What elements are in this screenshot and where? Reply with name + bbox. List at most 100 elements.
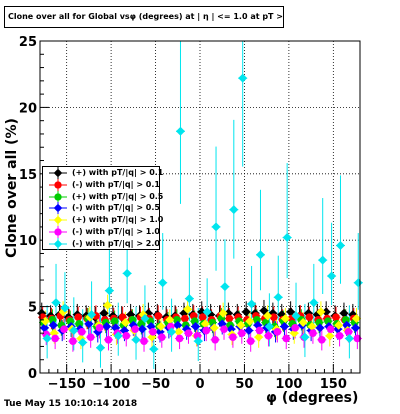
data-point (220, 325, 228, 334)
data-point (184, 294, 194, 304)
data-point (305, 313, 314, 322)
legend-entry: (-) with pT/|q| > 0.5 (43, 202, 160, 215)
data-point (229, 205, 239, 215)
legend-marker-shape (53, 204, 63, 213)
data-point (40, 316, 50, 326)
data-point (157, 333, 166, 341)
data-point (191, 322, 201, 332)
data-point (51, 334, 59, 343)
data-point (167, 327, 177, 337)
data-point (42, 333, 52, 343)
data-point (51, 298, 61, 308)
legend: (+) with pT/|q| > 0.1 (-) with pT/|q| > 0… (42, 166, 164, 250)
data-point (181, 314, 189, 323)
y-tick-label: 10 (19, 234, 37, 249)
data-point (175, 126, 185, 136)
data-point (137, 324, 147, 334)
data-point (317, 335, 326, 344)
data-point (269, 313, 278, 322)
legend-label: (+) with pT/|q| > 1.0 (72, 215, 164, 225)
legend-label: (-) with pT/|q| > 0.1 (72, 179, 160, 189)
data-point (122, 268, 132, 278)
data-point (131, 325, 139, 334)
data-point (332, 313, 340, 322)
data-point (353, 334, 362, 343)
data-point (263, 311, 273, 321)
data-point (339, 308, 349, 318)
legend-marker (49, 167, 67, 179)
data-point (316, 307, 326, 317)
data-point (202, 326, 211, 335)
legend-marker (49, 237, 67, 250)
data-point (60, 325, 68, 334)
data-point (87, 310, 97, 320)
data-markers (37, 73, 363, 354)
legend-marker (49, 225, 67, 238)
data-point (156, 322, 166, 332)
data-point (173, 320, 183, 330)
data-point (298, 318, 308, 328)
y-tick-label: 20 (19, 101, 37, 116)
data-point (69, 337, 77, 345)
data-point (309, 298, 319, 308)
data-point (95, 343, 105, 353)
data-point (315, 323, 325, 333)
legend-label: (-) with pT/|q| > 2.0 (72, 238, 160, 248)
data-point (104, 286, 114, 296)
data-point (174, 327, 184, 337)
data-point (84, 319, 94, 329)
data-point (280, 314, 290, 324)
data-point (237, 329, 246, 337)
data-point (102, 322, 112, 332)
data-point (309, 329, 317, 337)
data-point (220, 282, 230, 292)
data-point (279, 322, 289, 332)
data-point (140, 314, 150, 324)
data-point (300, 332, 310, 342)
y-tick-label: 15 (19, 168, 37, 183)
data-point (344, 328, 353, 336)
data-point (184, 329, 193, 337)
data-point (211, 222, 221, 232)
chart-title: Clone over all for Global vsφ (degrees) … (4, 6, 284, 28)
legend-marker-shape (54, 192, 62, 201)
data-point (211, 335, 219, 344)
x-tick-label: 150 (320, 377, 347, 392)
legend-entry: (+) with pT/|q| > 0.5 (43, 190, 163, 203)
data-point (131, 335, 141, 345)
data-point (104, 335, 113, 344)
y-tick-label: 25 (19, 35, 37, 50)
x-tick-label: 100 (275, 377, 302, 392)
data-point (120, 318, 130, 328)
x-tick-labels: −150 −100 −50 0 50 100 150 (48, 377, 347, 392)
data-point (282, 334, 291, 343)
data-point (95, 324, 104, 332)
data-point (122, 331, 131, 340)
data-point (149, 328, 157, 336)
data-point (77, 328, 86, 336)
data-point (225, 314, 234, 323)
legend-marker-shape (54, 181, 62, 189)
data-point (255, 326, 264, 335)
data-point (86, 333, 95, 341)
legend-label: (+) with pT/|q| > 0.1 (72, 168, 164, 177)
data-point (326, 325, 335, 334)
data-point (264, 331, 273, 340)
data-point (78, 337, 88, 347)
legend-entry: (+) with pT/|q| > 0.1 (43, 167, 163, 179)
data-point (307, 322, 317, 332)
data-point (149, 344, 159, 354)
data-point (198, 313, 207, 322)
data-point (318, 255, 328, 265)
data-point (202, 307, 212, 317)
legend-marker (49, 202, 67, 215)
data-point (218, 308, 228, 318)
data-point (175, 334, 184, 343)
data-point (273, 328, 282, 336)
data-point (69, 326, 79, 336)
data-point (254, 332, 264, 342)
data-point (238, 73, 248, 83)
data-point (154, 312, 163, 320)
data-point (113, 331, 123, 341)
data-point (39, 323, 49, 333)
